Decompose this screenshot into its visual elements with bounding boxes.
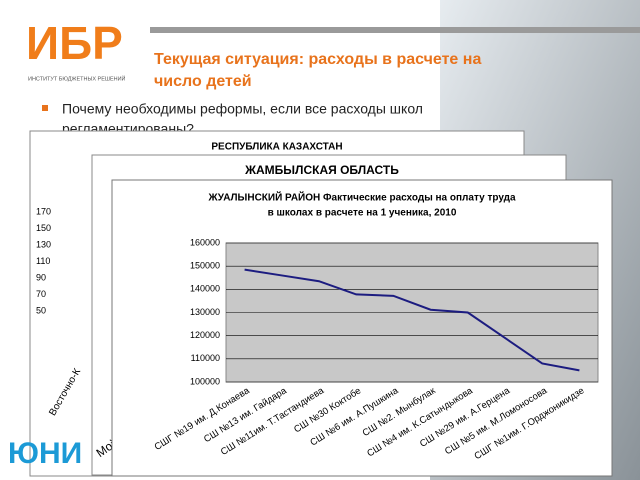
- bullet-text: Почему необходимы реформы, если все расх…: [62, 101, 423, 117]
- header-background: [0, 0, 440, 130]
- back-tick-label: 70: [36, 289, 46, 299]
- y-tick-label: 110000: [191, 353, 220, 363]
- y-tick-label: 130000: [190, 307, 220, 317]
- back-tick-label: 90: [36, 272, 46, 282]
- top-bar: [150, 27, 640, 33]
- line-series: [244, 268, 580, 372]
- logo-caption: ИНСТИТУТ БЮДЖЕТНЫХ РЕШЕНИЙ: [28, 74, 126, 82]
- title: число детей: [154, 73, 252, 90]
- y-tick-label: 100000: [190, 376, 220, 386]
- back-tick-label: 130: [36, 239, 51, 249]
- back-tick-label: 170: [36, 206, 51, 216]
- back-tick-label: 150: [36, 223, 51, 233]
- chart-title: ЖУАЛЫНСКИЙ РАЙОН Фактические расходы на …: [207, 191, 516, 204]
- title: Текущая ситуация: расходы в расчете на: [154, 51, 481, 68]
- y-tick-label: 120000: [190, 330, 220, 340]
- y-tick-label: 140000: [190, 284, 220, 294]
- y-tick-label: 160000: [190, 237, 220, 247]
- chart-title: в школах в расчете на 1 ученика, 2010: [268, 208, 457, 219]
- back-chart-title: РЕСПУБЛИКА КАЗАХСТАН: [211, 142, 342, 153]
- back-chart-title: ЖАМБЫЛСКАЯ ОБЛАСТЬ: [244, 163, 399, 177]
- footer-logo: ЮНИ: [8, 437, 82, 470]
- back-tick-label: 110: [36, 256, 50, 266]
- y-tick-label: 150000: [190, 261, 220, 271]
- back-tick-label: 50: [36, 305, 46, 315]
- bullet-marker: [42, 105, 48, 111]
- logo: ИБР: [26, 17, 123, 69]
